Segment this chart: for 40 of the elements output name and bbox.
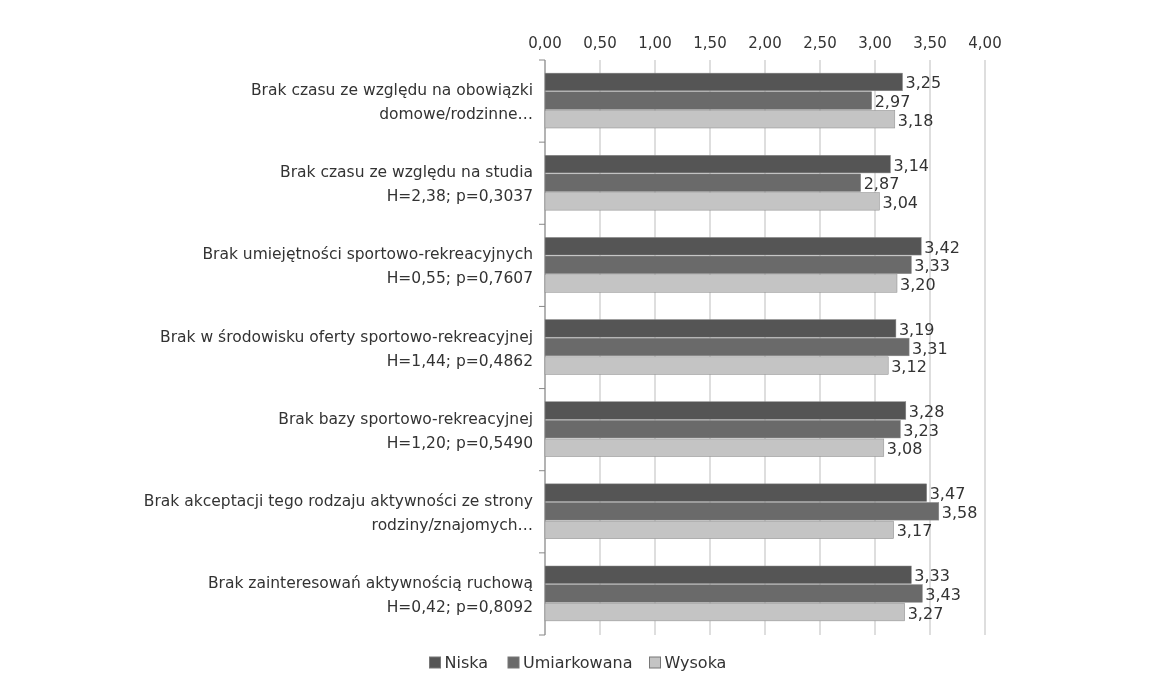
x-tick-label: 0,00 <box>528 34 562 52</box>
data-label: 3,14 <box>893 155 930 175</box>
legend-label: Wysoka <box>664 653 727 672</box>
data-label: 3,08 <box>886 439 923 459</box>
data-label: 3,33 <box>914 566 950 586</box>
y-tick-label: Brak zainteresowań aktywnością ruchową H=0,42; p=0,8092 <box>207 573 533 616</box>
data-label: 3,33 <box>914 256 950 276</box>
x-tick-label: 0,50 <box>583 34 617 52</box>
data-label: 3,04 <box>882 192 919 212</box>
data-label: 3,18 <box>897 110 934 130</box>
data-label: 2,97 <box>874 92 911 112</box>
y-tick-label: Brak czasu ze względu na obowiązki domowe/rodzinne… <box>250 81 533 124</box>
y-tick-label: Brak w środowisku oferty sportowo-rekreacyjnej H=1,44; p=0,4862 <box>160 327 533 370</box>
data-label: 3,17 <box>896 521 933 541</box>
data-label: 3,20 <box>900 274 936 294</box>
data-label: 3,42 <box>924 237 960 257</box>
data-label: 2,87 <box>863 174 900 194</box>
data-label: 3,31 <box>912 338 948 358</box>
data-label: 3,27 <box>907 603 944 623</box>
x-tick-label: 3,50 <box>913 34 947 52</box>
data-label: 3,28 <box>908 402 945 422</box>
data-label: 3,43 <box>925 584 961 604</box>
x-tick-label: 1,50 <box>693 34 727 52</box>
x-tick-label: 3,00 <box>858 34 892 52</box>
legend-label: Umiarkowana <box>523 653 633 672</box>
data-label: 3,19 <box>898 319 935 339</box>
y-tick-label: Brak umiejętności sportowo-rekreacyjnych H=0,55; p=0,7607 <box>202 245 533 288</box>
x-tick-label: 1,00 <box>638 34 672 52</box>
legend-label: Niska <box>444 653 489 672</box>
x-tick-label: 4,00 <box>968 34 1002 52</box>
x-tick-label: 2,00 <box>748 34 782 52</box>
y-tick-label: Brak bazy sportowo-rekreacyjnej H=1,20; p=0,5490 <box>278 409 533 452</box>
data-label: 3,25 <box>905 73 942 93</box>
data-label: 3,47 <box>929 484 966 504</box>
data-label: 3,58 <box>941 502 978 522</box>
data-label: 3,12 <box>891 357 927 377</box>
data-label: 3,23 <box>903 420 939 440</box>
y-tick-label: Brak czasu ze względu na studia H=2,38; p=0,3037 <box>280 163 533 206</box>
x-tick-label: 2,50 <box>803 34 837 52</box>
y-tick-label: Brak akceptacji tego rodzaju aktywności ze strony rodziny/znajomych… <box>143 491 533 534</box>
